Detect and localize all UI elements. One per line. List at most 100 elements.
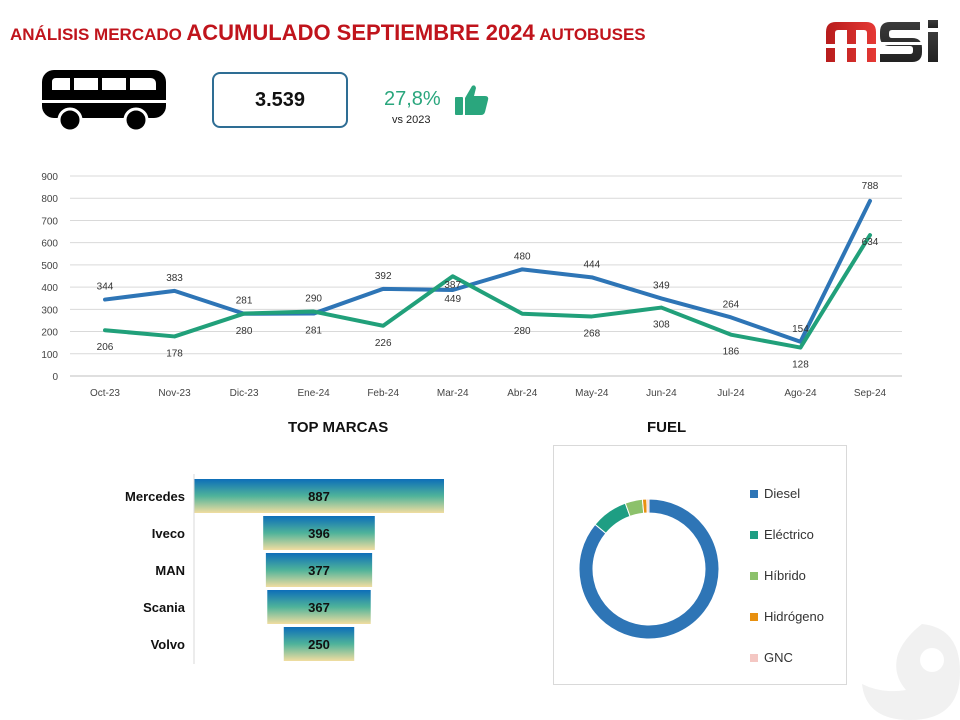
data-label-series-1: 444 <box>583 259 600 270</box>
data-label-series-2: 178 <box>166 348 183 359</box>
x-tick-label: May-24 <box>575 388 609 399</box>
brand-bar <box>194 479 444 513</box>
data-label-series-2: 634 <box>862 237 879 248</box>
data-label-series-1: 264 <box>723 299 740 310</box>
fuel-legend: Diesel Eléctrico Híbrido Hidrógeno GNC <box>750 473 824 678</box>
brand-value: 250 <box>308 637 330 652</box>
x-tick-label: Ene-24 <box>298 388 331 399</box>
page-title: ANÁLISIS MERCADO ACUMULADO SEPTIEMBRE 20… <box>10 20 646 46</box>
series-line-1 <box>103 198 872 344</box>
brand-label: Scania <box>143 600 186 615</box>
monthly-line-chart: 0 100 200 300 400 500 600 700 800 900 Oct-23 Nov-23… <box>41 172 902 399</box>
legend-swatch <box>750 571 758 580</box>
data-label-series-1: 387 <box>444 280 461 291</box>
legend-label: GNC <box>764 650 793 665</box>
title-suffix: AUTOBUSES <box>539 25 646 44</box>
data-label-series-1: 392 <box>375 271 392 282</box>
x-tick-label: Jul-24 <box>717 388 745 399</box>
legend-item: Híbrido <box>750 555 824 596</box>
logo-text: msi <box>822 67 824 68</box>
fuel-title: FUEL <box>647 419 687 436</box>
data-label-series-2: 206 <box>97 342 114 353</box>
x-tick-label: Feb-24 <box>367 388 399 399</box>
brand-label: Volvo <box>151 637 185 652</box>
y-tick-label: 0 <box>52 372 58 383</box>
legend-label: Diesel <box>764 486 801 501</box>
y-tick-label: 700 <box>41 216 58 227</box>
data-label-series-2: 280 <box>514 326 531 337</box>
x-tick-label: Abr-24 <box>507 388 537 399</box>
yoy-change-label: vs 2023 <box>392 114 431 126</box>
y-tick-label: 400 <box>41 283 58 294</box>
title-main: ACUMULADO SEPTIEMBRE 2024 <box>186 20 535 45</box>
data-label-series-2: 281 <box>236 296 253 307</box>
brand-label: MAN <box>155 563 185 578</box>
fuel-slice <box>594 502 631 535</box>
top-marcas-chart: 887 Mercedes 396 Iveco 377 MAN 367 Scania 250 Vol… <box>125 474 444 664</box>
data-label-series-1: 480 <box>514 251 531 262</box>
fuel-slice <box>646 498 650 514</box>
legend-item: GNC <box>750 637 824 678</box>
data-label-series-2: 290 <box>305 294 322 305</box>
legend-swatch <box>750 653 758 662</box>
y-tick-label: 900 <box>41 172 58 183</box>
data-label-series-2: 308 <box>653 320 670 331</box>
data-label-series-1: 280 <box>236 326 253 337</box>
series-line-2 <box>103 233 872 350</box>
data-label-series-2: 226 <box>375 338 392 349</box>
x-tick-label: Oct-23 <box>90 388 120 399</box>
data-label-series-2: 449 <box>444 294 461 305</box>
fuel-panel: Diesel Eléctrico Híbrido Hidrógeno GNC <box>553 445 847 685</box>
x-tick-label: Nov-23 <box>158 388 191 399</box>
data-label-series-1: 344 <box>97 282 114 293</box>
brand-label: Iveco <box>152 526 185 541</box>
brand-bar <box>263 516 375 550</box>
data-label-series-2: 128 <box>792 360 809 371</box>
x-tick-label: Mar-24 <box>437 388 469 399</box>
legend-swatch <box>750 530 758 539</box>
total-units-box: 3.539 <box>212 72 348 128</box>
brand-bar <box>265 553 373 587</box>
brand-value: 367 <box>308 600 330 615</box>
brand-value: 887 <box>308 489 330 504</box>
data-label-series-1: 383 <box>166 273 183 284</box>
msi-logo: msi <box>822 20 938 68</box>
yoy-change-value: 27,8% <box>384 88 441 110</box>
data-label-series-2: 268 <box>583 328 600 339</box>
data-label-series-1: 154 <box>792 324 809 335</box>
x-tick-label: Jun-24 <box>646 388 677 399</box>
legend-item: Eléctrico <box>750 514 824 555</box>
data-label-series-1: 281 <box>305 326 322 337</box>
legend-label: Hidrógeno <box>764 609 824 624</box>
x-tick-label: Ago-24 <box>784 388 817 399</box>
title-prefix: ANÁLISIS MERCADO <box>10 25 182 44</box>
legend-label: Eléctrico <box>764 527 814 542</box>
legend-swatch <box>750 489 758 498</box>
total-units-value: 3.539 <box>254 88 306 111</box>
brand-bar <box>283 627 355 661</box>
y-tick-label: 300 <box>41 305 58 316</box>
brand-value: 377 <box>308 563 330 578</box>
brand-bar <box>267 590 371 624</box>
legend-label: Híbrido <box>764 568 806 583</box>
y-tick-label: 800 <box>41 194 58 205</box>
legend-item: Diesel <box>750 473 824 514</box>
y-tick-label: 100 <box>41 350 58 361</box>
y-tick-label: 200 <box>41 328 58 339</box>
fuel-slice <box>578 498 720 640</box>
brand-value: 396 <box>308 526 330 541</box>
legend-item: Hidrógeno <box>750 596 824 637</box>
watermark-logo <box>862 624 960 720</box>
y-tick-label: 500 <box>41 261 58 272</box>
x-tick-label: Dic-23 <box>230 388 259 399</box>
bus-icon <box>40 70 168 132</box>
thumbs-up-icon <box>455 85 489 115</box>
y-tick-label: 600 <box>41 239 58 250</box>
top-marcas-title: TOP MARCAS <box>288 419 389 436</box>
data-label-series-1: 788 <box>862 181 879 192</box>
x-tick-label: Sep-24 <box>854 388 887 399</box>
data-label-series-1: 349 <box>653 280 670 291</box>
brand-label: Mercedes <box>125 489 185 504</box>
data-label-series-2: 186 <box>723 347 740 358</box>
fuel-donut-chart <box>578 498 720 640</box>
